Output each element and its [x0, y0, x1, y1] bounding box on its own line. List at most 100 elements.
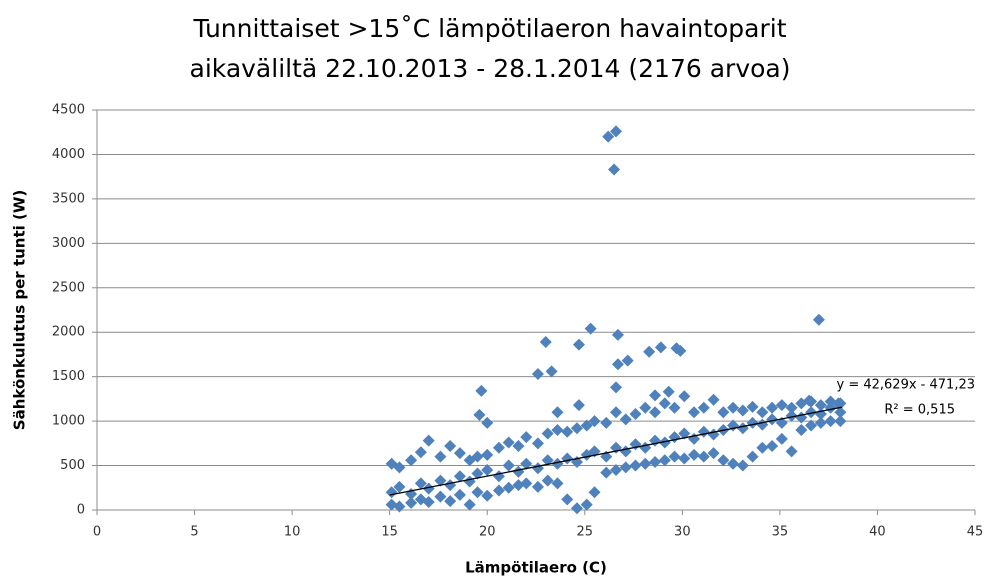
data-point [541, 427, 554, 440]
data-point [649, 456, 662, 468]
data-point [444, 440, 457, 452]
data-point [824, 401, 837, 414]
x-tick-label: 45 [967, 525, 984, 540]
data-point [609, 406, 622, 419]
data-point [561, 493, 574, 506]
data-point [609, 464, 622, 476]
y-tick-label: 2500 [52, 280, 85, 295]
data-point [512, 440, 525, 452]
y-tick-label: 2000 [52, 325, 85, 340]
data-point [812, 313, 825, 326]
data-point [611, 358, 624, 371]
data-point [639, 401, 652, 414]
data-point [688, 406, 701, 419]
data-point [756, 441, 769, 454]
data-point [658, 397, 671, 410]
data-point [570, 502, 583, 515]
data-point [608, 163, 621, 176]
data-point [707, 393, 720, 406]
data-point [727, 401, 740, 414]
data-point [697, 450, 710, 463]
data-point [629, 408, 642, 420]
data-point [832, 397, 845, 410]
x-tick-label: 30 [674, 525, 691, 540]
x-tick-label: 25 [577, 525, 594, 540]
data-point [785, 401, 798, 414]
data-point [492, 441, 505, 454]
data-point [393, 500, 406, 513]
data-point [824, 415, 837, 428]
chart-title: Tunnittaiset >15˚C lämpötilaeron havaint… [192, 14, 786, 43]
data-point [639, 457, 652, 470]
data-point [814, 399, 827, 412]
data-point [766, 413, 779, 426]
data-point [475, 384, 488, 397]
data-point [795, 424, 808, 436]
data-point [668, 450, 681, 463]
y-tick-label: 500 [60, 458, 85, 473]
data-point [520, 477, 533, 490]
data-point [678, 452, 691, 465]
data-point [688, 448, 701, 461]
x-tick-label: 40 [869, 525, 886, 540]
data-point [609, 125, 622, 138]
data-point [531, 480, 544, 493]
data-point [434, 450, 447, 463]
data-point [654, 341, 667, 354]
data-point [444, 495, 457, 508]
data-point [736, 422, 749, 435]
data-point [674, 344, 687, 357]
y-axis-label: Sähkönkulutus per tunti (W) [11, 190, 29, 430]
x-tick-label: 10 [284, 525, 301, 540]
data-point [824, 395, 837, 408]
data-point [629, 459, 642, 472]
chart-title: aikaväliltä 22.10.2013 - 28.1.2014 (2176… [190, 54, 791, 83]
y-tick-label: 3000 [52, 236, 85, 251]
data-point [393, 480, 406, 493]
data-point [492, 484, 505, 497]
data-point [600, 466, 613, 479]
data-point [643, 345, 656, 358]
data-point [619, 445, 632, 458]
data-point [619, 413, 632, 426]
y-tick-label: 4000 [52, 147, 85, 162]
data-point [393, 461, 406, 474]
data-point [588, 415, 601, 428]
data-point [785, 409, 798, 422]
data-point [471, 486, 484, 499]
x-tick-label: 35 [772, 525, 789, 540]
x-tick-label: 15 [381, 525, 398, 540]
data-point [434, 490, 447, 503]
data-point [481, 448, 494, 461]
data-point [481, 489, 494, 502]
data-point [707, 447, 720, 460]
data-point [785, 445, 798, 458]
data-point [512, 479, 525, 492]
data-point [668, 431, 681, 444]
data-point [609, 381, 622, 394]
data-point [805, 406, 818, 419]
x-tick-label: 0 [93, 525, 101, 540]
data-point [621, 354, 634, 367]
trendline [389, 406, 843, 496]
trendline-equation: y = 42,629x - 471,23 [837, 378, 975, 393]
data-point [805, 419, 818, 432]
data-point [561, 452, 574, 465]
data-point [580, 419, 593, 432]
data-point [649, 406, 662, 419]
data-point [471, 467, 484, 480]
data-point [639, 441, 652, 454]
data-point [588, 486, 601, 499]
x-tick-label: 20 [479, 525, 496, 540]
data-point [422, 434, 435, 447]
y-tick-label: 1500 [52, 369, 85, 384]
data-point [463, 498, 476, 511]
data-point [422, 482, 435, 495]
y-tick-label: 1000 [52, 414, 85, 429]
data-point [668, 401, 681, 414]
data-point [520, 457, 533, 470]
data-point [385, 498, 398, 511]
data-point [756, 406, 769, 419]
